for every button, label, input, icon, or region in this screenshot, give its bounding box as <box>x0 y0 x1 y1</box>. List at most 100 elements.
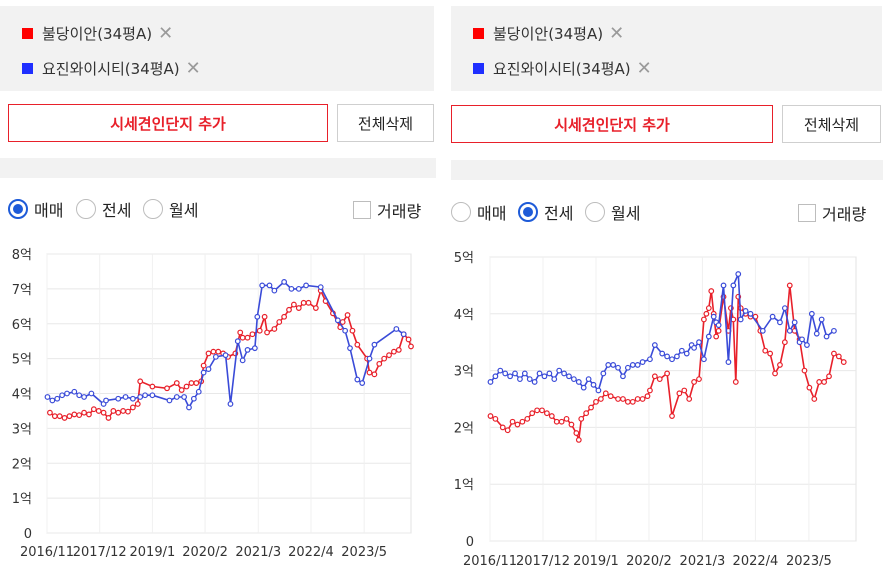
data-point[interactable] <box>115 395 122 402</box>
data-point[interactable] <box>808 310 815 317</box>
data-point[interactable] <box>227 401 234 407</box>
data-point[interactable] <box>193 380 200 386</box>
data-point[interactable] <box>730 282 737 289</box>
data-point[interactable] <box>129 395 136 402</box>
data-point[interactable] <box>499 424 506 431</box>
delete-all-button[interactable]: 전체삭제 <box>782 105 881 143</box>
data-point[interactable] <box>381 355 388 362</box>
data-point[interactable] <box>553 418 560 425</box>
data-point[interactable] <box>615 396 621 402</box>
data-point[interactable] <box>715 327 722 334</box>
data-point[interactable] <box>823 333 830 340</box>
data-point[interactable] <box>395 347 402 353</box>
data-point[interactable] <box>781 305 788 312</box>
data-point[interactable] <box>811 396 818 402</box>
radio-sale[interactable]: 매매 <box>451 200 506 224</box>
data-point[interactable] <box>502 370 509 377</box>
data-point[interactable] <box>762 347 769 354</box>
data-point[interactable] <box>234 338 241 345</box>
data-point[interactable] <box>703 310 710 317</box>
data-point[interactable] <box>251 345 258 352</box>
data-point[interactable] <box>664 370 671 377</box>
data-point[interactable] <box>813 330 820 337</box>
data-point[interactable] <box>620 373 626 380</box>
data-point[interactable] <box>575 436 582 443</box>
delete-all-button[interactable]: 전체삭제 <box>337 104 434 142</box>
data-point[interactable] <box>821 379 828 385</box>
data-point[interactable] <box>715 322 722 329</box>
data-point[interactable] <box>344 312 351 318</box>
data-point[interactable] <box>593 398 599 405</box>
data-point[interactable] <box>772 370 778 377</box>
data-point[interactable] <box>264 329 270 336</box>
data-point[interactable] <box>59 392 66 399</box>
data-point[interactable] <box>239 357 246 364</box>
data-point[interactable] <box>256 327 263 334</box>
data-point[interactable] <box>651 373 658 380</box>
data-point[interactable] <box>781 339 788 346</box>
data-point[interactable] <box>492 373 499 380</box>
data-point[interactable] <box>400 331 407 338</box>
volume-checkbox[interactable]: 거래량 <box>798 201 866 225</box>
data-point[interactable] <box>281 313 288 320</box>
data-point[interactable] <box>583 410 590 417</box>
data-point[interactable] <box>49 397 56 404</box>
data-point[interactable] <box>259 282 266 289</box>
data-point[interactable] <box>90 406 97 413</box>
data-point[interactable] <box>487 413 494 419</box>
radio-monthly[interactable]: 월세 <box>143 197 198 221</box>
data-point[interactable] <box>164 385 170 392</box>
data-point[interactable] <box>237 329 244 336</box>
data-point[interactable] <box>696 376 702 383</box>
data-point[interactable] <box>602 390 609 397</box>
data-point[interactable] <box>713 333 720 340</box>
data-point[interactable] <box>769 313 776 320</box>
data-point[interactable] <box>639 359 646 365</box>
data-point[interactable] <box>56 413 63 420</box>
data-point[interactable] <box>137 378 144 385</box>
data-point[interactable] <box>732 379 739 385</box>
data-point[interactable] <box>266 282 273 289</box>
data-point[interactable] <box>708 288 715 294</box>
data-point[interactable] <box>64 390 70 397</box>
data-point[interactable] <box>115 409 122 416</box>
data-point[interactable] <box>801 367 808 374</box>
data-point[interactable] <box>639 396 646 402</box>
data-point[interactable] <box>720 282 727 289</box>
data-point[interactable] <box>573 430 580 436</box>
data-point[interactable] <box>210 348 217 355</box>
data-point[interactable] <box>71 388 78 395</box>
data-point[interactable] <box>595 387 602 394</box>
data-point[interactable] <box>103 397 109 404</box>
data-point[interactable] <box>580 384 587 391</box>
data-point[interactable] <box>620 396 626 402</box>
remove-icon[interactable]: ✕ <box>636 57 652 79</box>
data-point[interactable] <box>181 394 188 400</box>
data-point[interactable] <box>290 301 297 308</box>
data-point[interactable] <box>105 415 112 421</box>
data-point[interactable] <box>669 413 675 419</box>
data-point[interactable] <box>492 415 499 422</box>
data-point[interactable] <box>566 373 572 380</box>
data-point[interactable] <box>100 409 107 416</box>
data-point[interactable] <box>342 327 349 334</box>
data-point[interactable] <box>137 394 144 400</box>
data-point[interactable] <box>305 299 312 306</box>
add-complex-button[interactable]: 시세견인단지 추가 <box>451 105 773 143</box>
data-point[interactable] <box>512 370 518 377</box>
remove-icon[interactable]: ✕ <box>185 57 201 79</box>
data-point[interactable] <box>507 373 514 380</box>
data-point[interactable] <box>634 362 641 368</box>
data-point[interactable] <box>300 299 307 306</box>
remove-icon[interactable]: ✕ <box>609 22 625 44</box>
data-point[interactable] <box>674 353 680 360</box>
data-point[interactable] <box>624 398 631 405</box>
data-point[interactable] <box>288 285 295 292</box>
data-point[interactable] <box>339 319 346 325</box>
data-point[interactable] <box>51 413 58 420</box>
data-point[interactable] <box>558 418 565 425</box>
data-point[interactable] <box>826 373 832 380</box>
data-point[interactable] <box>777 362 783 368</box>
data-point[interactable] <box>125 408 131 415</box>
data-point[interactable] <box>664 353 671 360</box>
